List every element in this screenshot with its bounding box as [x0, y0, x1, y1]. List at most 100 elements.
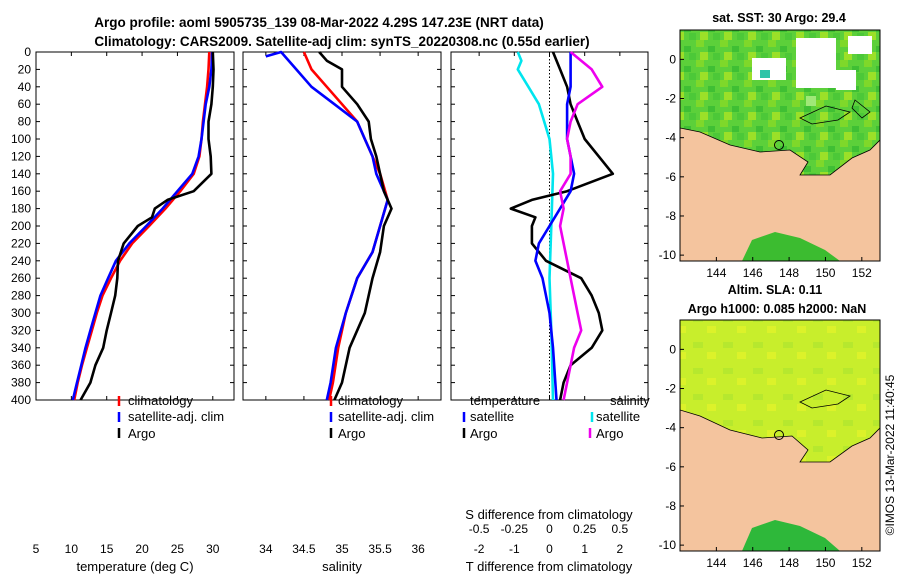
difference-legend: temperature satellite Argo salinity sate… — [462, 393, 650, 441]
x-tick-label: 30 — [206, 542, 220, 556]
y-tick-label: 160 — [11, 184, 31, 198]
figure-title-line1: Argo profile: aoml 5905735_139 08-Mar-20… — [94, 15, 543, 30]
series-line-satellite-adj-clim — [265, 50, 390, 401]
series-line-s-argo — [558, 50, 604, 401]
legend-title-temperature: temperature — [470, 393, 540, 408]
y-tick-label: 320 — [11, 323, 31, 337]
map-x-tick-label: 144 — [706, 556, 726, 570]
y-tick-label: 300 — [11, 306, 31, 320]
legend-label-climatology: climatology — [338, 393, 404, 408]
y-tick-label: 60 — [18, 97, 32, 111]
map-y-tick-label: -10 — [659, 538, 677, 552]
top-tick-label: 0 — [546, 522, 553, 536]
legend-label-t-satellite: satellite — [470, 409, 514, 424]
y-tick-label: 220 — [11, 236, 31, 250]
series-line-t-satellite — [516, 51, 555, 401]
x-tick-label: 35 — [335, 542, 349, 556]
y-tick-label: 180 — [11, 202, 31, 216]
x-tick-label: 35.5 — [368, 542, 392, 556]
map-y-tick-label: 0 — [669, 342, 676, 356]
map-y-tick-label: -2 — [665, 382, 676, 396]
salinity-ticks: 34 34.5 35 35.5 36 — [243, 51, 441, 556]
map-x-tick-label: 150 — [815, 556, 835, 570]
y-tick-label: 100 — [11, 132, 31, 146]
top-tick-label: -0.5 — [469, 522, 490, 536]
salinity-xlabel: salinity — [322, 559, 362, 574]
y-tick-label: 120 — [11, 149, 31, 163]
sla-map-image — [680, 320, 880, 551]
map-x-tick-label: 146 — [743, 556, 763, 570]
x-tick-label: 0 — [546, 542, 553, 556]
y-tick-label: 40 — [18, 80, 32, 94]
y-tick-label: 380 — [11, 376, 31, 390]
y-tick-label: 260 — [11, 271, 31, 285]
temperature-plot-frame — [35, 51, 235, 401]
map-y-tick-label: -2 — [665, 92, 676, 106]
y-tick-label: 80 — [18, 115, 32, 129]
y-tick-label: 340 — [11, 341, 31, 355]
sst-map-title: sat. SST: 30 Argo: 29.4 — [712, 11, 846, 25]
map-y-tick-label: -6 — [665, 460, 676, 474]
difference-top-tick-labels: -0.5 -0.25 0 0.25 0.5 — [469, 522, 629, 536]
difference-xlabel: T difference from climatology — [466, 559, 633, 574]
legend-label-s-argo: Argo — [596, 426, 623, 441]
x-tick-label: 2 — [617, 542, 624, 556]
x-tick-label: 25 — [171, 542, 185, 556]
y-tick-label: 140 — [11, 167, 31, 181]
legend-label-s-satellite: satellite — [596, 409, 640, 424]
x-tick-label: 20 — [135, 542, 149, 556]
top-tick-label: -0.25 — [501, 522, 529, 536]
x-tick-label: 10 — [65, 542, 79, 556]
sla-map-ticks: 144 146 148 150 152 0 -2 -4 -6 -8 -10 — [659, 342, 872, 570]
series-line-t-argo — [509, 51, 615, 401]
sla-map-title-line1: Altim. SLA: 0.11 — [728, 283, 823, 297]
x-tick-label: -2 — [474, 542, 485, 556]
temperature-series — [71, 51, 215, 401]
salinity-legend: climatology satellite-adj. clim Argo — [329, 393, 434, 441]
sst-map-ticks: 144 146 148 150 152 0 -2 -4 -6 -8 -10 — [659, 52, 872, 280]
series-line-argo — [79, 51, 215, 401]
map-y-tick-label: -8 — [665, 209, 676, 223]
legend-label-argo: Argo — [338, 426, 365, 441]
sla-map-panel: Altim. SLA: 0.11 Argo h1000: 0.085 h2000… — [659, 283, 881, 570]
map-x-tick-label: 152 — [852, 266, 872, 280]
y-tick-label: 200 — [11, 219, 31, 233]
map-y-tick-label: -6 — [665, 170, 676, 184]
difference-panel: -2 -1 0 1 2 T difference from climatology S … — [450, 50, 650, 574]
map-y-tick-label: -8 — [665, 499, 676, 513]
imos-watermark: ©IMOS 13-Mar-2022 11:40:45 — [883, 374, 897, 535]
map-y-tick-label: 0 — [669, 52, 676, 66]
map-x-tick-label: 148 — [779, 556, 799, 570]
series-line-satellite-adj-clim — [71, 51, 214, 401]
legend-label-climatology: climatology — [128, 393, 194, 408]
top-tick-label: 0.5 — [612, 522, 629, 536]
x-tick-label: 34.5 — [292, 542, 316, 556]
legend-title-salinity: salinity — [610, 393, 650, 408]
y-tick-label: 280 — [11, 289, 31, 303]
salinity-panel: 34 34.5 35 35.5 36 salinity climatology sate… — [242, 50, 442, 574]
legend-label-satellite: satellite-adj. clim — [128, 409, 224, 424]
y-tick-label: 240 — [11, 254, 31, 268]
legend-label-argo: Argo — [128, 426, 155, 441]
temperature-ticks: 5 10 15 20 25 3002040608010012014016018020022… — [11, 45, 234, 556]
map-y-tick-label: -4 — [665, 421, 676, 435]
series-line-argo — [318, 51, 393, 401]
x-tick-label: -1 — [509, 542, 520, 556]
sla-map-frame — [679, 319, 881, 552]
difference-xlabel-top: S difference from climatology — [465, 507, 633, 522]
difference-series — [509, 50, 615, 401]
map-y-tick-label: -10 — [659, 248, 677, 262]
series-line-s-satellite — [534, 52, 576, 401]
y-tick-label: 360 — [11, 358, 31, 372]
top-tick-label: 0.25 — [573, 522, 597, 536]
map-x-tick-label: 150 — [815, 266, 835, 280]
y-tick-label: 20 — [18, 62, 32, 76]
temperature-legend: climatology satellite-adj. clim Argo — [117, 393, 224, 441]
temperature-panel: 5 10 15 20 25 3002040608010012014016018020022… — [11, 45, 235, 574]
map-x-tick-label: 144 — [706, 266, 726, 280]
sla-map-title-line2: Argo h1000: 0.085 h2000: NaN — [688, 302, 867, 316]
y-tick-label: 400 — [11, 393, 31, 407]
x-tick-label: 1 — [581, 542, 588, 556]
x-tick-label: 5 — [33, 542, 40, 556]
y-tick-label: 0 — [24, 45, 31, 59]
